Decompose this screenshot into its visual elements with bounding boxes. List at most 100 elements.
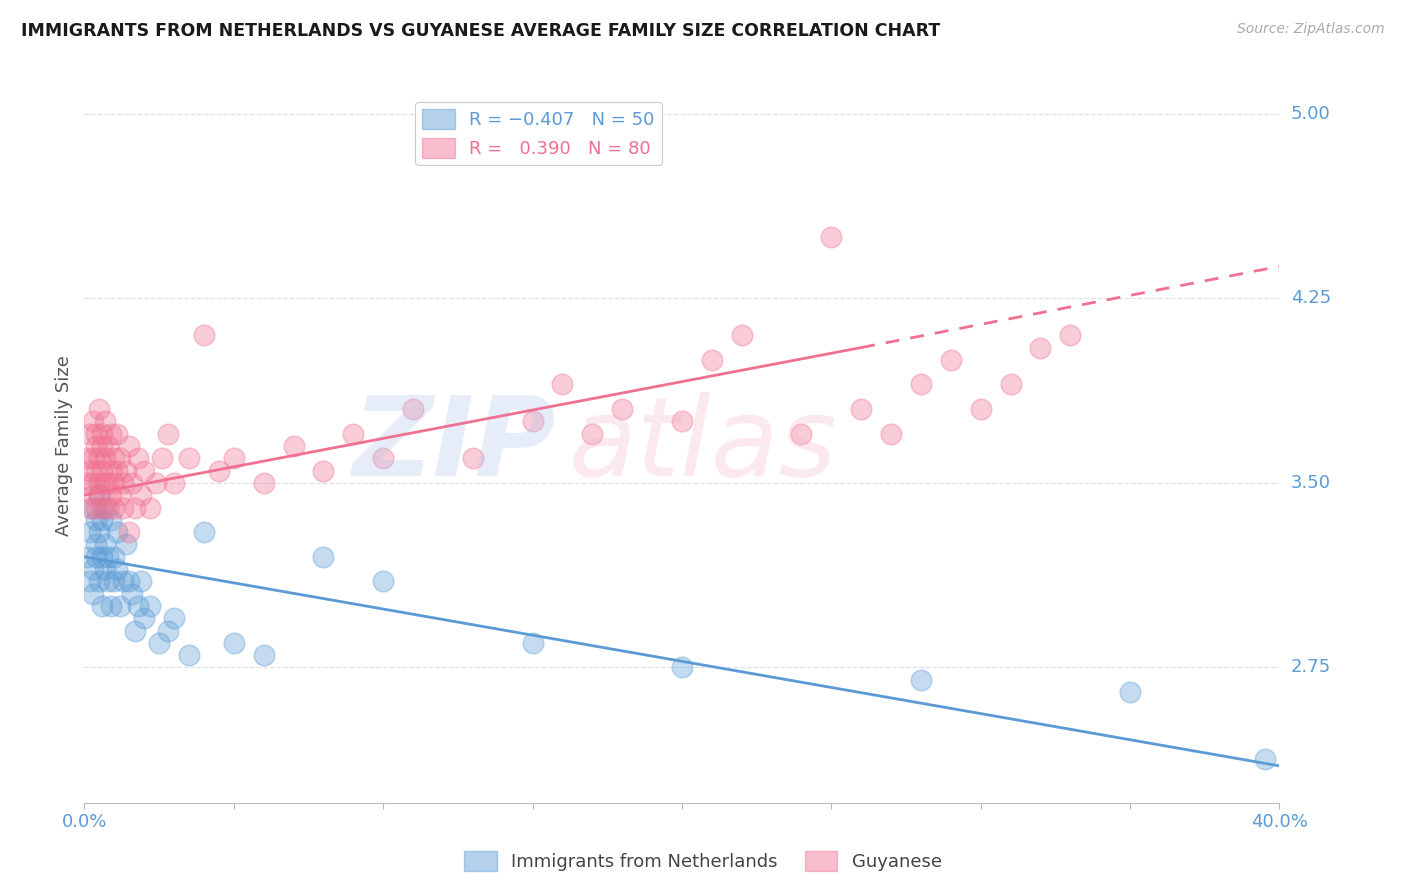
Point (522, 636, 544, 650)
Point (82, 475, 104, 490)
Point (671, 660, 693, 674)
Point (373, 451, 395, 466)
Point (89, 574, 111, 589)
Point (148, 636, 170, 650)
Point (139, 500, 162, 515)
Point (103, 451, 125, 466)
Point (112, 574, 135, 589)
Point (820, 230, 842, 244)
Point (110, 451, 132, 466)
Point (91, 500, 114, 515)
Text: 3.50: 3.50 (1291, 474, 1330, 491)
Point (79, 500, 101, 515)
Point (103, 500, 125, 515)
Point (82, 500, 104, 515)
Point (105, 525, 128, 540)
Point (124, 624, 146, 638)
Point (177, 451, 200, 466)
Point (86, 537, 108, 551)
Point (91, 439, 114, 453)
Point (79, 464, 101, 478)
Point (82, 414, 104, 428)
Point (1000, 377, 1022, 392)
Point (86, 500, 108, 515)
Point (150, 451, 173, 466)
Point (208, 464, 231, 478)
Point (89, 488, 111, 502)
Point (129, 574, 152, 589)
Point (79, 574, 101, 589)
Point (402, 402, 425, 417)
Point (97, 549, 120, 564)
Point (124, 500, 146, 515)
Point (103, 574, 125, 589)
Point (97, 439, 120, 453)
Point (112, 500, 135, 515)
Point (121, 587, 143, 601)
Point (163, 475, 186, 490)
Point (132, 464, 156, 478)
Point (253, 648, 276, 662)
Point (100, 464, 122, 478)
Point (612, 402, 634, 417)
Point (76, 451, 98, 466)
Point (790, 426, 813, 441)
Point (145, 475, 167, 490)
Point (103, 475, 125, 490)
Point (76, 549, 98, 564)
Point (86, 549, 108, 564)
Point (222, 636, 245, 650)
Y-axis label: Average Family Size: Average Family Size (55, 356, 73, 536)
Point (731, 328, 754, 343)
Point (115, 537, 138, 551)
Point (121, 475, 143, 490)
Point (97, 574, 120, 589)
Point (551, 377, 574, 392)
Point (100, 426, 122, 441)
Point (89, 488, 111, 502)
Point (910, 673, 932, 687)
Point (222, 451, 245, 466)
Point (82, 451, 104, 466)
Point (939, 352, 962, 367)
Point (103, 549, 125, 564)
Point (157, 426, 180, 441)
Point (671, 414, 693, 428)
Text: 2.75: 2.75 (1291, 658, 1331, 676)
Point (129, 488, 152, 502)
Point (79, 525, 101, 540)
Point (115, 464, 138, 478)
Point (110, 599, 132, 613)
Point (79, 426, 101, 441)
Legend: R = −0.407   N = 50, R =   0.390   N = 80: R = −0.407 N = 50, R = 0.390 N = 80 (415, 102, 662, 165)
Point (118, 574, 141, 589)
Point (283, 439, 305, 453)
Text: Source: ZipAtlas.com: Source: ZipAtlas.com (1237, 22, 1385, 37)
Point (193, 328, 215, 343)
Point (163, 611, 186, 625)
Point (700, 352, 723, 367)
Point (1119, 685, 1142, 699)
Point (100, 488, 122, 502)
Point (253, 475, 276, 490)
Point (312, 464, 335, 478)
Point (851, 402, 873, 417)
Legend: Immigrants from Netherlands, Guyanese: Immigrants from Netherlands, Guyanese (457, 844, 949, 879)
Point (97, 500, 120, 515)
Point (89, 451, 111, 466)
Point (91, 549, 114, 564)
Point (89, 525, 111, 540)
Point (91, 426, 114, 441)
Point (86, 439, 108, 453)
Text: ZIP: ZIP (353, 392, 557, 500)
Point (100, 599, 122, 613)
Point (94, 500, 117, 515)
Point (89, 475, 111, 490)
Point (89, 402, 111, 417)
Point (1253, 751, 1275, 765)
Text: 4.25: 4.25 (1291, 289, 1331, 308)
Point (127, 599, 149, 613)
Point (105, 464, 128, 478)
Point (76, 475, 98, 490)
Point (910, 377, 932, 392)
